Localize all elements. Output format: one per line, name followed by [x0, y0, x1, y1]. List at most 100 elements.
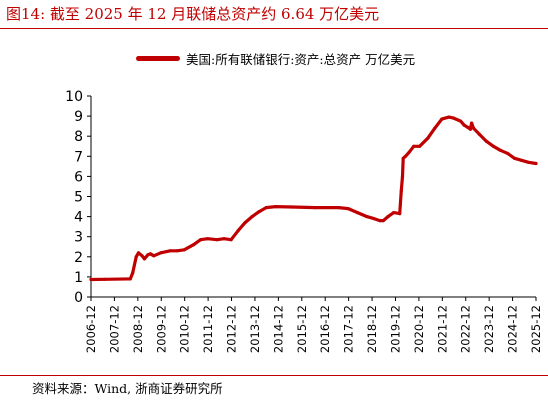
y-tick-label: 6: [74, 169, 83, 185]
data-point: [199, 238, 203, 242]
x-tick-label: 2012-12: [225, 305, 239, 353]
y-tick-label: 0: [74, 290, 83, 306]
y-tick-label: 4: [74, 210, 83, 226]
data-point: [452, 116, 456, 120]
data-point: [192, 243, 196, 247]
footer-divider: [0, 375, 548, 376]
data-point: [534, 161, 538, 166]
x-tick-label: 2009-12: [154, 305, 168, 353]
data-point: [222, 237, 226, 241]
data-point: [526, 160, 531, 164]
data-point: [418, 144, 422, 148]
data-point: [148, 252, 152, 256]
data-point: [392, 211, 396, 215]
data-point: [471, 126, 476, 130]
data-point: [182, 248, 186, 252]
data-point: [146, 253, 150, 257]
data-point: [264, 206, 268, 210]
x-tick-label: 2008-12: [131, 305, 145, 353]
line-chart: 0 1 2 3 4 5 6 7 8 9 10 2006-12 2007-12 2008-12 2009-12…: [65, 89, 543, 353]
data-point: [440, 117, 444, 121]
x-tick-label: 2022-12: [459, 305, 473, 353]
data-point: [365, 215, 369, 219]
x-tick-label: 2007-12: [107, 305, 121, 353]
data-point: [399, 188, 403, 193]
data-point: [103, 277, 107, 281]
data-point: [398, 212, 402, 216]
x-tick-label: 2010-12: [178, 305, 192, 353]
data-point: [134, 255, 138, 259]
data-point: [447, 115, 451, 119]
y-tick-label: 1: [74, 270, 83, 286]
y-tick-label: 3: [74, 230, 83, 246]
data-point: [206, 237, 210, 241]
data-point: [412, 144, 416, 148]
data-point: [372, 217, 376, 221]
data-point: [498, 148, 502, 152]
data-point: [229, 238, 233, 242]
data-point: [168, 249, 172, 253]
y-tick-label: 10: [65, 89, 83, 105]
x-tick-label: 2006-12: [84, 305, 98, 353]
data-point: [346, 207, 350, 211]
data-point: [462, 123, 466, 127]
chart-marks: [89, 115, 538, 282]
x-tick-label: 2020-12: [412, 305, 426, 353]
data-point: [136, 251, 141, 255]
data-point: [381, 219, 385, 223]
x-tick-label: 2021-12: [435, 305, 449, 353]
data-point: [470, 121, 474, 125]
x-tick-label: 2024-12: [506, 305, 520, 353]
data-point: [519, 158, 524, 162]
data-point: [159, 251, 163, 255]
chart-axes: 0 1 2 3 4 5 6 7 8 9 10 2006-12 2007-12 2008-12 2009-12…: [65, 89, 543, 353]
data-point: [505, 151, 509, 155]
data-point: [386, 215, 390, 219]
data-point: [484, 139, 488, 143]
data-point: [401, 156, 405, 160]
source-note: 资料来源：Wind, 浙商证券研究所: [32, 381, 223, 396]
x-tick-label: 2011-12: [201, 305, 215, 353]
data-point: [140, 254, 144, 258]
data-point: [236, 229, 240, 233]
legend-swatch: [136, 55, 180, 61]
x-tick-label: 2018-12: [365, 305, 379, 353]
title-divider: [0, 28, 548, 29]
series-line: [89, 115, 538, 282]
data-point: [459, 119, 463, 123]
figure-title: 图14: 截至 2025 年 12 月联储总资产约 6.64 万亿美元: [6, 5, 380, 23]
data-point: [337, 206, 341, 210]
data-point: [491, 144, 495, 148]
data-point: [477, 132, 481, 136]
data-point: [403, 154, 408, 158]
data-point: [131, 271, 135, 275]
chart-legend: 美国:所有联储银行:资产:总资产 万亿美元: [136, 48, 415, 68]
y-tick-label: 7: [74, 149, 83, 165]
legend-label: 美国:所有联储银行:资产:总资产 万亿美元: [186, 51, 416, 67]
data-point: [215, 238, 219, 242]
data-point: [355, 211, 360, 215]
data-point: [250, 215, 254, 219]
data-point: [128, 277, 132, 281]
data-point: [89, 277, 93, 282]
x-tick-label: 2016-12: [318, 305, 332, 353]
data-point: [468, 127, 472, 131]
data-point: [142, 257, 146, 261]
x-tick-label: 2013-12: [248, 305, 262, 353]
x-tick-label: 2019-12: [388, 305, 402, 353]
y-tick-label: 2: [74, 250, 83, 266]
data-point: [400, 174, 405, 178]
x-tick-label: 2014-12: [271, 305, 285, 353]
data-point: [426, 136, 430, 140]
data-point: [290, 205, 294, 209]
data-point: [407, 150, 411, 154]
x-tick-label: 2025-12: [529, 305, 543, 353]
y-tick-label: 5: [74, 190, 83, 206]
data-point: [274, 205, 278, 209]
data-point: [378, 219, 382, 223]
x-tick-label: 2017-12: [342, 305, 356, 353]
y-tick-label: 8: [74, 129, 83, 145]
data-point: [175, 249, 179, 253]
data-point: [466, 125, 470, 129]
data-point: [152, 254, 156, 258]
